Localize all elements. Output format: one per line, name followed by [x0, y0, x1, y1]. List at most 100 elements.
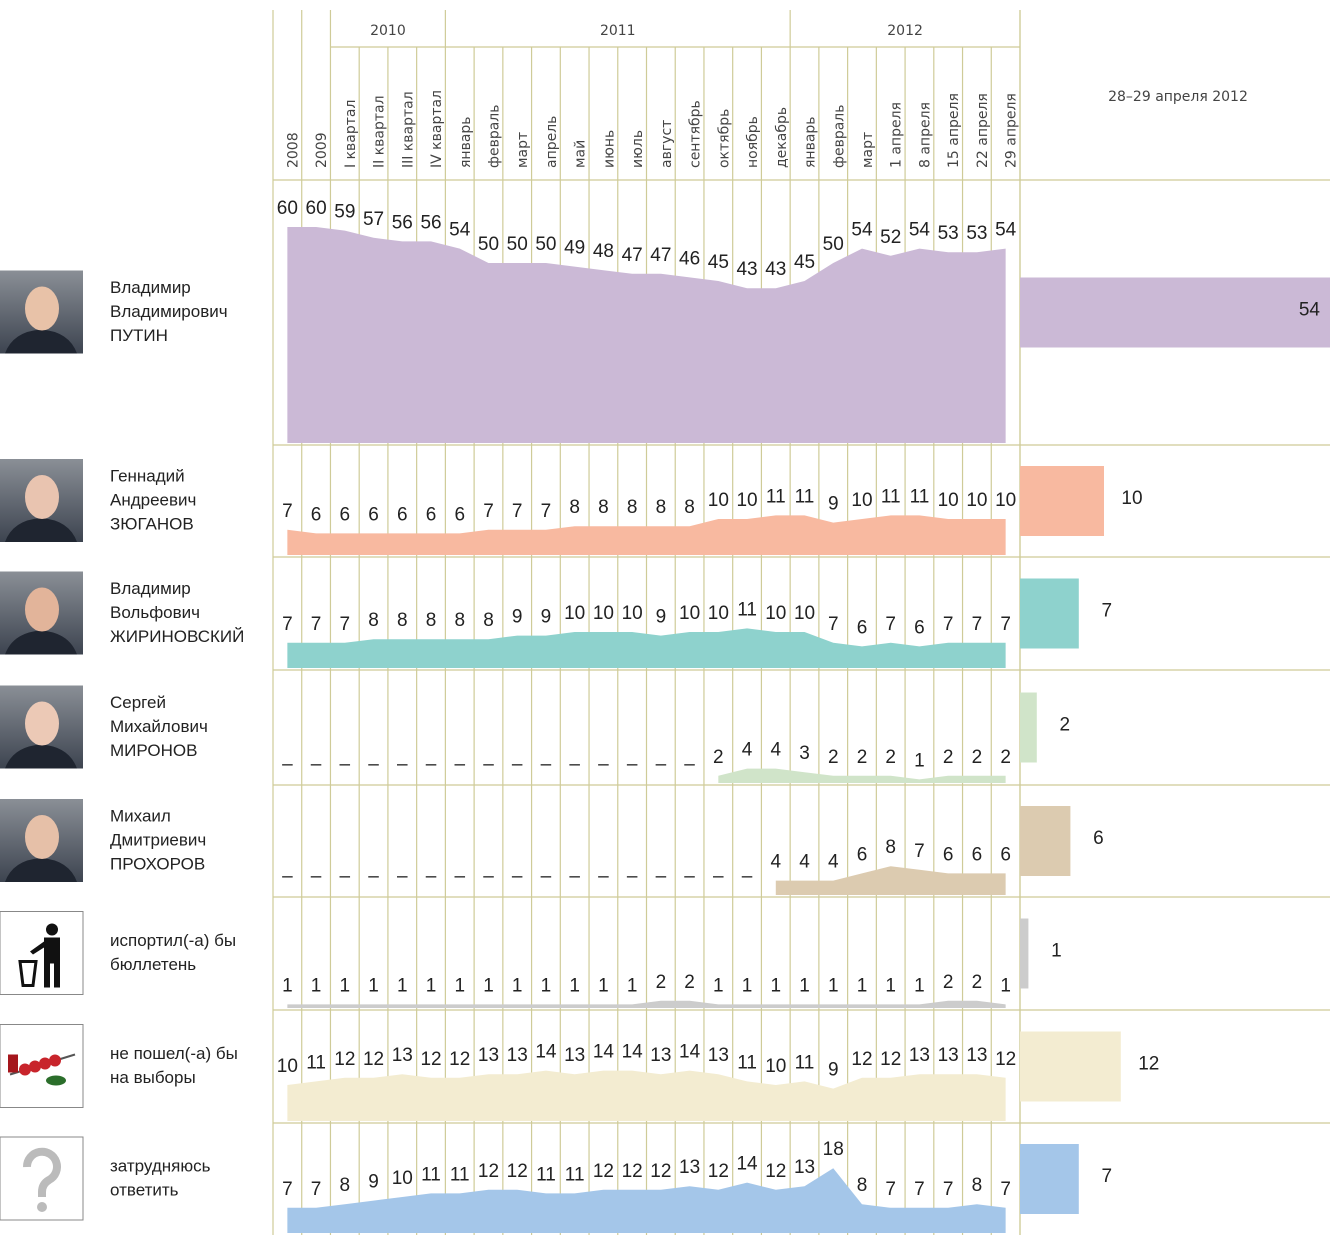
- period-label: 2009: [314, 132, 330, 168]
- bar: [1020, 806, 1070, 876]
- value-label: 7: [1000, 614, 1011, 635]
- value-label: 8: [397, 610, 408, 631]
- value-label: 12: [880, 1049, 901, 1070]
- row-name: МИРОНОВ: [110, 741, 197, 760]
- value-label: 8: [598, 497, 609, 518]
- value-label: 1: [483, 975, 494, 996]
- value-label: 2: [656, 972, 667, 993]
- value-label: 7: [828, 614, 839, 635]
- value-label: 12: [765, 1161, 786, 1182]
- value-label: 8: [340, 1175, 351, 1196]
- bar-label: 1: [1051, 941, 1062, 962]
- value-label: 6: [914, 617, 925, 638]
- value-label: 1: [541, 975, 552, 996]
- photo-face: [25, 815, 59, 859]
- icon-frame: [0, 912, 83, 995]
- value-label: 7: [972, 614, 983, 635]
- icon-shape: [49, 1055, 61, 1067]
- value-label: –: [541, 754, 552, 775]
- value-label: 10: [851, 490, 872, 511]
- value-label: 12: [449, 1049, 470, 1070]
- bar-label: 6: [1093, 828, 1104, 849]
- value-label: 1: [340, 975, 351, 996]
- value-label: 13: [966, 1045, 987, 1066]
- value-label: –: [483, 866, 494, 887]
- bar: [1020, 693, 1037, 763]
- value-label: 8: [454, 610, 465, 631]
- value-label: 10: [392, 1168, 413, 1189]
- icon-shape: [8, 1055, 18, 1073]
- row-name: ответить: [110, 1180, 179, 1199]
- value-label: 50: [535, 234, 556, 255]
- value-label: 13: [507, 1045, 528, 1066]
- bar: [1020, 466, 1104, 536]
- value-label: 1: [857, 975, 868, 996]
- value-label: –: [541, 866, 552, 887]
- value-label: –: [598, 866, 609, 887]
- value-label: 10: [679, 603, 700, 624]
- value-label: 18: [823, 1139, 844, 1160]
- value-label: 7: [1000, 1179, 1011, 1200]
- value-label: 49: [564, 238, 585, 259]
- period-label: май: [573, 140, 589, 168]
- value-label: 10: [736, 490, 757, 511]
- period-label: III квартал: [400, 91, 416, 168]
- value-label: 6: [340, 504, 351, 525]
- value-label: 54: [995, 220, 1017, 241]
- value-label: 2: [857, 747, 868, 768]
- row-name: не пошел(-а) бы: [110, 1044, 238, 1063]
- value-label: 47: [622, 245, 643, 266]
- value-label: 4: [770, 740, 781, 761]
- value-label: 10: [794, 603, 815, 624]
- value-label: 12: [650, 1161, 671, 1182]
- value-label: 13: [392, 1045, 413, 1066]
- value-label: 9: [828, 494, 839, 515]
- value-label: 6: [972, 844, 983, 865]
- chart: 28–29 апреля 2012 20102011201220082009I …: [0, 0, 1341, 1235]
- value-label: 53: [938, 223, 959, 244]
- period-label: II квартал: [372, 95, 388, 168]
- value-label: 4: [770, 852, 781, 873]
- value-label: –: [684, 754, 695, 775]
- year-label: 2011: [600, 23, 636, 39]
- value-label: 1: [885, 975, 896, 996]
- value-label: 1: [742, 975, 753, 996]
- value-label: 50: [478, 234, 499, 255]
- value-label: 1: [426, 975, 437, 996]
- value-label: 3: [799, 743, 810, 764]
- value-label: 7: [512, 501, 523, 522]
- row-icon: [0, 271, 83, 354]
- value-label: 1: [914, 975, 925, 996]
- value-label: 11: [795, 1052, 815, 1073]
- value-label: 57: [363, 209, 384, 230]
- value-label: 2: [713, 747, 724, 768]
- value-label: 8: [627, 497, 638, 518]
- row-name: ПУТИН: [110, 326, 168, 345]
- value-label: 11: [910, 486, 930, 507]
- period-label: апрель: [544, 116, 560, 168]
- row-name: бюллетень: [110, 955, 196, 974]
- value-label: 7: [914, 841, 925, 862]
- period-label: июль: [630, 130, 646, 168]
- value-label: 2: [885, 747, 896, 768]
- row-name: Андреевич: [110, 490, 196, 509]
- value-label: 1: [828, 975, 839, 996]
- row-name: Геннадий: [110, 466, 185, 485]
- value-label: 1: [282, 975, 293, 996]
- period-label: март: [860, 132, 876, 168]
- value-label: 7: [340, 614, 351, 635]
- value-label: 45: [794, 252, 815, 273]
- value-label: 8: [656, 497, 667, 518]
- value-label: 11: [881, 486, 901, 507]
- value-label: –: [627, 754, 638, 775]
- period-label: март: [515, 132, 531, 168]
- value-label: 48: [593, 241, 614, 262]
- value-label: 9: [541, 607, 552, 628]
- value-label: 53: [966, 223, 987, 244]
- row-name: испортил(-а) бы: [110, 931, 236, 950]
- value-label: 10: [277, 1056, 298, 1077]
- value-label: 6: [454, 504, 465, 525]
- value-label: 13: [938, 1045, 959, 1066]
- value-label: 45: [708, 252, 729, 273]
- value-label: –: [340, 866, 351, 887]
